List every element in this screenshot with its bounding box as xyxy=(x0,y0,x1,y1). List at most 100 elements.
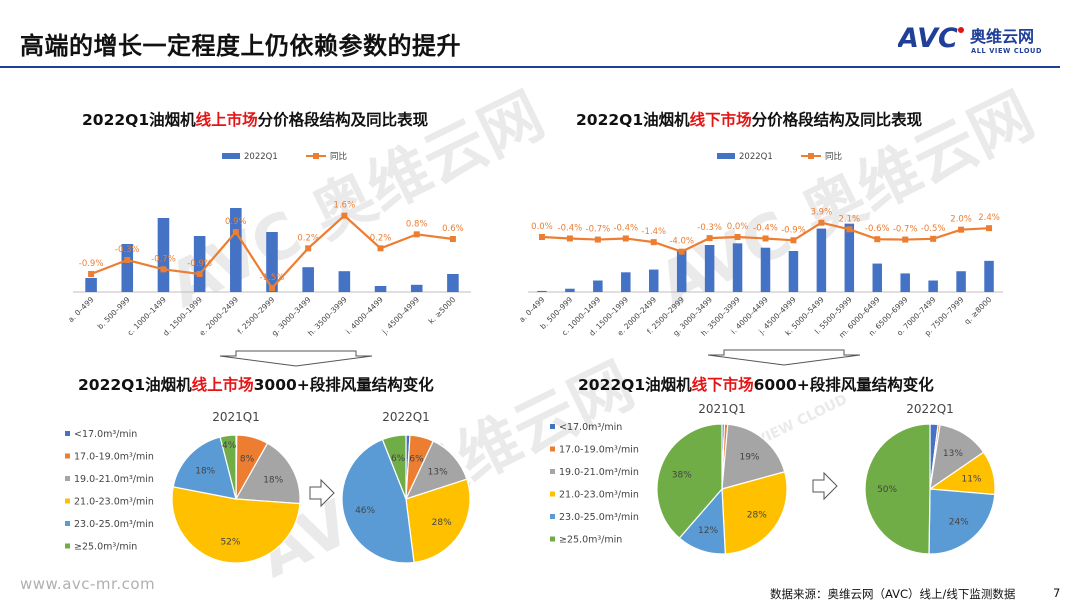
legend-swatch xyxy=(65,431,70,436)
x-tick-label: a. 0–499 xyxy=(66,295,95,324)
pie-data-label: 50% xyxy=(877,485,897,495)
yoy-marker xyxy=(678,248,685,255)
yoy-data-label: 3.9% xyxy=(811,208,833,218)
yoy-data-label: 2.0% xyxy=(950,215,972,225)
legend-label: 23.0-25.0m³/min xyxy=(559,512,639,523)
yoy-marker xyxy=(706,235,713,242)
x-tick-label: k. ≥5000 xyxy=(427,295,458,326)
bar xyxy=(872,263,883,292)
legend-label: 2022Q1 xyxy=(739,152,773,162)
legend-swatch xyxy=(550,491,555,497)
legend-swatch xyxy=(550,514,555,519)
pie-data-label: 18% xyxy=(195,467,215,477)
x-tick-label: j. 4500–4999 xyxy=(380,295,422,337)
pie-title: 2022Q1 xyxy=(382,410,430,424)
yoy-marker xyxy=(160,266,167,273)
legend-swatch xyxy=(550,446,555,452)
footer-source: 数据来源：奥维云网（AVC）线上/线下监测数据 xyxy=(770,587,1016,601)
legend-line-marker xyxy=(313,153,319,159)
pie-slice xyxy=(341,438,415,564)
pie-data-label: 6% xyxy=(409,455,424,465)
yoy-marker xyxy=(958,226,965,233)
pie-data-label: 28% xyxy=(747,511,767,521)
yoy-data-label: 0.2% xyxy=(297,233,319,243)
bar xyxy=(760,247,771,292)
yoy-data-label: -0.9% xyxy=(79,259,104,269)
bar xyxy=(537,290,547,292)
yoy-data-label: 2.1% xyxy=(839,214,861,224)
pie-slice xyxy=(656,423,723,539)
logo-en-text: ALL VIEW CLOUD xyxy=(971,47,1042,55)
x-tick-label: i. 4000–4499 xyxy=(344,295,385,336)
yoy-data-label: -0.7% xyxy=(893,225,918,235)
online-bar-title: 2022Q1油烟机线上市场分价格段结构及同比表现 xyxy=(82,111,429,129)
yoy-marker xyxy=(538,234,545,240)
pie-title: 2021Q1 xyxy=(698,402,746,416)
bar xyxy=(85,278,97,292)
bar xyxy=(193,236,206,292)
yoy-data-label: 2.4% xyxy=(978,213,1000,223)
right-arrow-icon xyxy=(812,471,838,501)
bar xyxy=(648,269,659,292)
pie-slice xyxy=(172,436,237,500)
yoy-marker xyxy=(650,239,657,246)
bar xyxy=(230,208,242,292)
footer-url: www.avc-mr.com xyxy=(20,575,156,593)
page-title: 高端的增长一定程度上仍依赖参数的提升 xyxy=(20,32,461,60)
yoy-marker xyxy=(413,231,420,238)
legend-swatch xyxy=(65,543,70,549)
pie-data-label: 6% xyxy=(391,454,406,464)
yoy-marker xyxy=(874,236,881,243)
yoy-data-label: 0.2% xyxy=(370,233,392,243)
legend-label: <17.0m³/min xyxy=(559,422,622,433)
legend-label: 21.0-23.0m³/min xyxy=(74,497,154,508)
yoy-marker xyxy=(305,245,312,252)
legend-swatch xyxy=(65,521,70,526)
yoy-marker xyxy=(986,225,993,232)
pie-data-label: 52% xyxy=(220,537,240,547)
legend-bar-swatch xyxy=(717,153,735,159)
legend-label: 同比 xyxy=(825,151,842,162)
bar xyxy=(621,272,631,292)
yoy-marker xyxy=(818,219,825,226)
x-tick-label: e. 2000–2499 xyxy=(198,295,241,338)
yoy-data-label: 1.6% xyxy=(334,201,356,211)
bar xyxy=(676,249,687,292)
pie-data-label: 11% xyxy=(961,475,981,485)
bar xyxy=(565,288,575,292)
legend-swatch xyxy=(65,498,70,504)
yoy-marker xyxy=(196,271,203,277)
avc-logo: AVC 奥维云网 ALL VIEW CLOUD xyxy=(898,23,1042,55)
pie-slice xyxy=(864,423,931,555)
pie-data-label: 18% xyxy=(263,476,283,486)
yoy-marker xyxy=(232,229,239,235)
bar xyxy=(984,260,994,292)
yoy-data-label: 0.8% xyxy=(406,219,428,229)
offline-bar-title: 2022Q1油烟机线下市场分价格段结构及同比表现 xyxy=(576,111,923,129)
right-arrow-icon xyxy=(309,478,335,508)
bar xyxy=(956,271,966,292)
logo-dot-icon xyxy=(958,27,964,33)
pie-data-label: 8% xyxy=(240,455,255,465)
legend-label: 19.0-21.0m³/min xyxy=(559,467,639,478)
pie-data-label: 24% xyxy=(949,517,969,527)
bar xyxy=(704,244,715,292)
bar xyxy=(266,232,278,292)
yoy-data-label: -0.4% xyxy=(613,223,638,233)
pie-data-label: 28% xyxy=(432,518,452,528)
legend-label: 17.0-19.0m³/min xyxy=(559,445,639,456)
legend-label: <17.0m³/min xyxy=(74,429,137,440)
legend-label: 17.0-19.0m³/min xyxy=(74,452,154,463)
pie-slice xyxy=(235,442,301,505)
legend-label: 2022Q1 xyxy=(244,152,278,162)
page-number: 7 xyxy=(1053,586,1061,600)
pie-data-label: 12% xyxy=(698,526,718,536)
header-divider xyxy=(0,66,1060,68)
yoy-marker xyxy=(341,212,348,219)
online-pie-title: 2022Q1油烟机线上市场3000+段排风量结构变化 xyxy=(78,376,434,394)
bar xyxy=(121,244,134,292)
bar xyxy=(788,251,799,292)
legend-label: 19.0-21.0m³/min xyxy=(74,474,154,485)
yoy-marker xyxy=(269,285,275,291)
legend-label: ≥25.0m³/min xyxy=(559,535,622,546)
